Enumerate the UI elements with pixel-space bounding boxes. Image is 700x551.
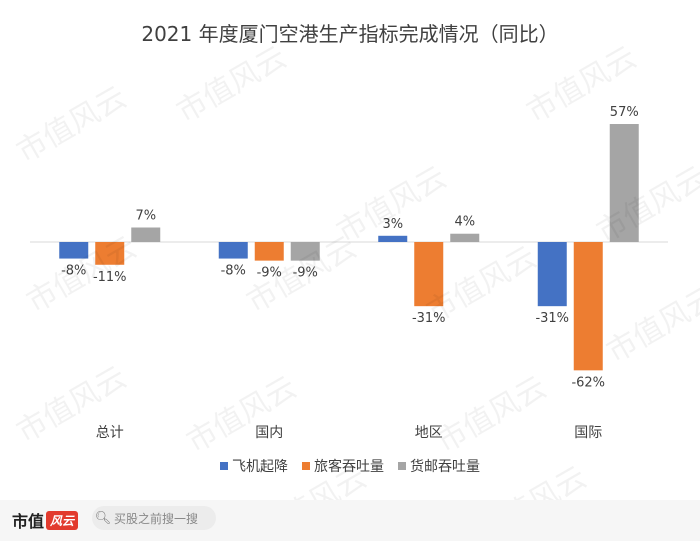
bar-2-3 (609, 124, 639, 242)
data-label-0-2: 3% (382, 217, 403, 232)
data-label-0-1: -8% (221, 264, 246, 279)
legend-label-flights: 飞机起降 (232, 459, 288, 475)
chart-area: 2021 年度厦门空港生产指标完成情况（同比） -8% -11% 7% 总计 -8% -9… (0, 22, 700, 476)
bar-chart: -8% -11% 7% 总计 -8% -9% -9% 国内 3% -31% 4% 地区 -31% -62%… (30, 105, 668, 441)
bar-1-1 (254, 242, 284, 261)
legend-swatch-passengers (302, 462, 310, 470)
bar-1-3 (573, 242, 603, 371)
data-label-2-3: 57% (610, 105, 639, 120)
legend-swatch-cargo (398, 462, 406, 470)
search-box[interactable]: 🔍︎ 买股之前搜一搜 (92, 506, 216, 530)
data-label-0-0: -8% (61, 264, 86, 279)
brand-logo[interactable]: 市值 风云 (12, 508, 79, 532)
data-label-0-3: -31% (535, 311, 569, 326)
search-placeholder: 买股之前搜一搜 (114, 511, 199, 526)
chart-legend: 飞机起降 旅客吞吐量 货邮吞吐量 (0, 456, 700, 476)
category-label-2: 地区 (415, 425, 443, 441)
data-label-1-0: -11% (93, 270, 127, 285)
footer-bar: 市值 风云 🔍︎ 买股之前搜一搜 (0, 500, 700, 541)
legend-label-cargo: 货邮吞吐量 (410, 459, 480, 475)
data-label-2-1: -9% (293, 266, 318, 281)
category-label-3: 国际 (574, 425, 602, 441)
data-label-1-3: -62% (571, 375, 605, 390)
data-label-2-2: 4% (454, 215, 475, 230)
data-label-1-2: -31% (412, 311, 446, 326)
data-label-2-0: 7% (135, 209, 156, 224)
bar-2-1 (290, 242, 320, 261)
bar-1-2 (414, 242, 444, 307)
brand-text: 市值 (12, 512, 45, 531)
legend-label-passengers: 旅客吞吐量 (314, 459, 384, 475)
chart-title: 2021 年度厦门空港生产指标完成情况（同比） (141, 22, 559, 46)
legend-item-passengers: 旅客吞吐量 (302, 456, 384, 476)
category-label-1: 国内 (255, 425, 283, 441)
bar-1-0 (95, 242, 125, 265)
data-label-1-1: -9% (257, 266, 282, 281)
bar-0-2 (378, 235, 408, 242)
legend-swatch-flights (220, 462, 228, 470)
bar-2-0 (131, 227, 161, 242)
category-label-0: 总计 (96, 425, 124, 441)
bar-0-1 (218, 242, 248, 259)
legend-item-cargo: 货邮吞吐量 (398, 456, 480, 476)
bar-0-3 (537, 242, 567, 307)
bar-0-0 (59, 242, 89, 259)
brand-mark: 风云 (46, 510, 79, 530)
bar-2-2 (450, 233, 480, 242)
legend-item-flights: 飞机起降 (220, 456, 288, 476)
search-icon: 🔍︎ (94, 510, 112, 526)
